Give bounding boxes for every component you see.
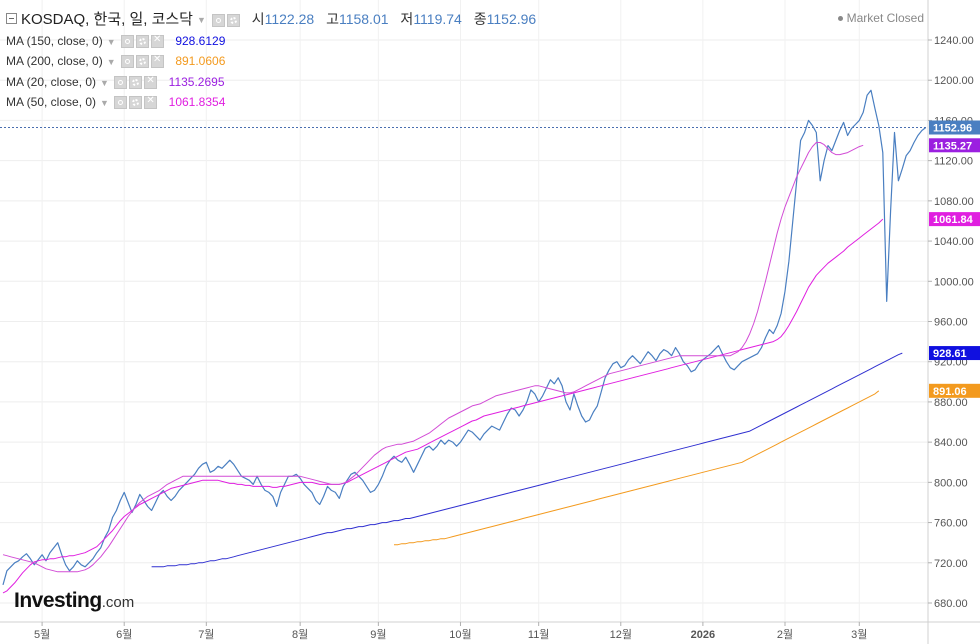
indicator-ma-150[interactable]: MA (150, close, 0)▼ 928.6129 (6, 34, 226, 49)
remove-icon[interactable] (150, 34, 164, 49)
indicator-ma-200[interactable]: MA (200, close, 0)▼ 891.0606 (6, 54, 226, 69)
y-tick-label: 760.00 (934, 518, 968, 530)
value-tag-label: 1061.84 (933, 214, 974, 226)
value-tag-label: 928.61 (933, 348, 967, 360)
value-tag (929, 383, 980, 398)
moving-average-line (151, 352, 903, 568)
value-tag (929, 346, 980, 361)
close-label: 종 (473, 11, 487, 27)
x-tick-label: 3월 (851, 628, 867, 641)
high-label: 고 (326, 11, 339, 27)
indicator-label: MA (150, close, 0) (6, 34, 103, 48)
chevron-down-icon[interactable]: ▼ (100, 97, 109, 108)
indicator-ma-20[interactable]: MA (20, close, 0)▼ 1135.2695 (6, 75, 225, 90)
high-value: 1158.01 (338, 11, 389, 27)
chevron-down-icon[interactable]: ▼ (106, 36, 116, 47)
chevron-down-icon[interactable]: ▼ (100, 77, 109, 88)
y-tick-label: 1240.00 (934, 35, 974, 47)
x-tick-label: 2026 (691, 629, 715, 641)
visibility-icon[interactable] (120, 35, 134, 49)
y-tick-label: 1120.00 (934, 156, 973, 168)
investing-logo: Investing.com (14, 589, 134, 613)
x-axis: 5월 6월 7월 8월 9월 10월 11월 12월 2026 2월 3월 (0, 621, 980, 641)
settings-icon[interactable] (226, 13, 240, 27)
indicator-label: MA (20, close, 0) (6, 75, 97, 89)
settings-icon[interactable] (129, 96, 143, 110)
chevron-down-icon[interactable]: ▼ (197, 15, 206, 26)
value-tag (929, 212, 980, 227)
logo-suffix: .com (101, 594, 135, 611)
y-tick-label: 1200.00 (934, 75, 974, 87)
y-tick-label: 680.00 (934, 598, 968, 610)
indicator-value: 891.0606 (175, 54, 226, 68)
x-tick-label: 5월 (34, 628, 50, 641)
x-tick-label: 8월 (292, 628, 308, 641)
indicator-label: MA (200, close, 0) (6, 54, 103, 68)
x-tick-label: 11월 (528, 628, 550, 641)
low-value: 1119.74 (413, 11, 462, 27)
open-value: 1122.28 (264, 11, 315, 27)
y-tick-label: 1080.00 (934, 196, 974, 208)
x-tick-label: 6월 (116, 628, 132, 641)
status-dot-icon (837, 16, 843, 22)
indicator-value: 1135.2695 (168, 75, 225, 89)
logo-main: Investing (14, 589, 102, 612)
chart-grid (0, 0, 928, 622)
x-tick-label: 12월 (610, 628, 632, 641)
indicator-value: 928.6129 (175, 34, 226, 48)
moving-average-line (394, 390, 880, 546)
visibility-icon[interactable] (114, 96, 128, 110)
indicator-label: MA (50, close, 0) (6, 95, 97, 109)
chevron-down-icon[interactable]: ▼ (106, 56, 116, 67)
remove-icon[interactable] (150, 54, 164, 69)
close-value: 1152.96 (486, 11, 537, 27)
y-tick-label: 800.00 (934, 477, 968, 489)
indicator-ma-50[interactable]: MA (50, close, 0)▼ 1061.8354 (6, 95, 226, 110)
visibility-icon[interactable] (114, 76, 128, 90)
low-label: 저 (400, 11, 414, 27)
moving-average-line (2, 218, 884, 594)
chart-series (2, 89, 927, 594)
x-tick-label: 10월 (449, 628, 471, 641)
x-tick-label: 2월 (777, 628, 793, 641)
remove-icon[interactable] (144, 95, 158, 110)
y-tick-label: 960.00 (934, 317, 968, 329)
y-tick-label: 840.00 (934, 437, 968, 449)
value-tag-label: 1135.27 (933, 140, 972, 152)
y-tick-label: 1040.00 (934, 236, 974, 248)
settings-icon[interactable] (129, 76, 143, 90)
value-tag (929, 138, 980, 153)
visibility-icon[interactable] (120, 55, 134, 69)
y-tick-label: 880.00 (934, 397, 968, 409)
symbol-title: KOSDAQ, 한국, 일, 코스닥 (21, 11, 193, 28)
moving-average-line (2, 142, 864, 573)
visibility-icon[interactable] (211, 13, 225, 27)
y-tick-label: 1000.00 (934, 276, 974, 288)
market-status-text: Market Closed (846, 11, 924, 25)
market-status: Market Closed (837, 11, 924, 25)
value-tag-label: 1152.96 (933, 123, 972, 135)
settings-icon[interactable] (135, 55, 149, 69)
y-tick-label: 720.00 (934, 558, 968, 570)
chart-header: KOSDAQ, 한국, 일, 코스닥 ▼ 시1122.28 고1158.01 저1… (6, 8, 536, 29)
x-tick-label: 7월 (198, 628, 214, 641)
open-label: 시 (251, 11, 265, 27)
value-tags: 1152.96 1135.27 1061.84 928.61 891.06 (929, 120, 980, 398)
indicator-value: 1061.8354 (168, 95, 226, 109)
collapse-icon[interactable] (6, 13, 17, 24)
value-tag-label: 891.06 (933, 386, 967, 398)
y-axis: 680.00720.00760.00800.00840.00880.00920.… (927, 0, 974, 644)
settings-icon[interactable] (135, 35, 149, 49)
value-tag (929, 120, 980, 135)
price-line (2, 89, 927, 586)
remove-icon[interactable] (144, 75, 158, 90)
x-tick-label: 9월 (370, 628, 386, 641)
